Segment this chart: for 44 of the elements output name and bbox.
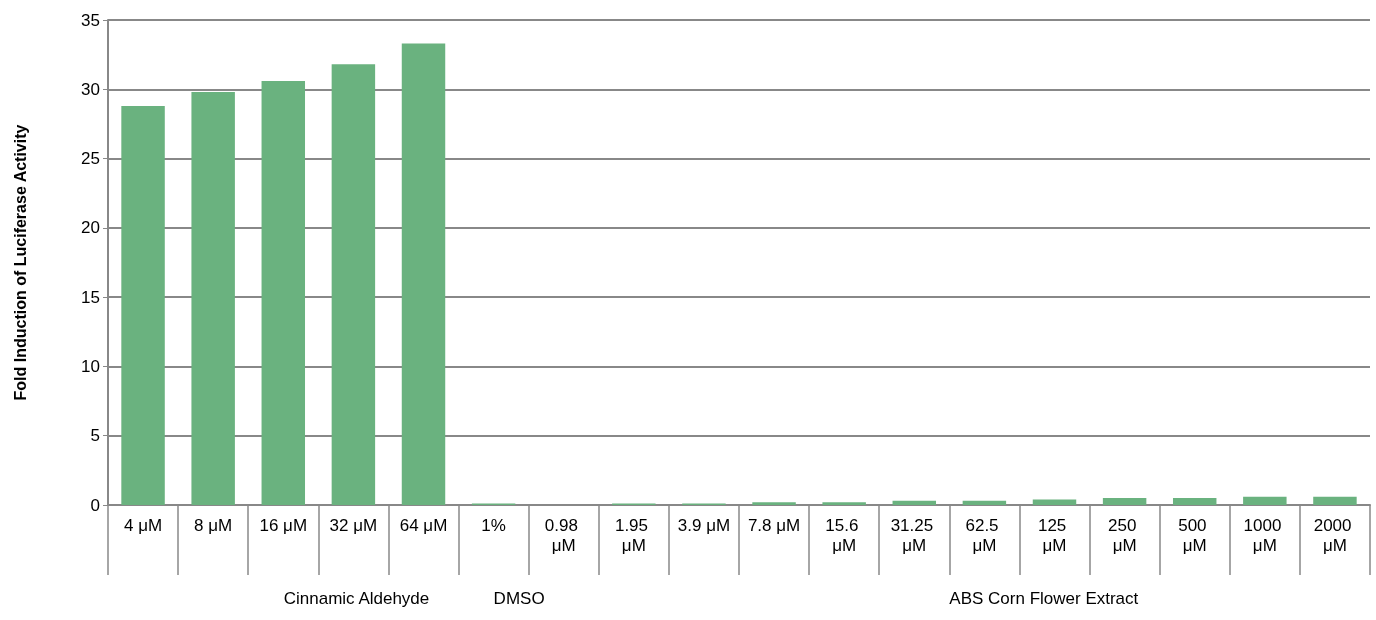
bar — [962, 500, 1007, 505]
bar — [121, 105, 165, 505]
x-tick-label: 31.25 μM — [890, 515, 938, 555]
bar — [1102, 498, 1147, 505]
y-tick-label: 35 — [81, 10, 100, 30]
x-tick-label: 7.8 μM — [747, 515, 801, 535]
y-tick-label: 10 — [81, 356, 100, 376]
y-tick-label: 5 — [90, 426, 100, 446]
bar — [401, 43, 446, 505]
x-tick-label: 250 μM — [1108, 515, 1142, 555]
bar — [191, 92, 235, 505]
bar — [822, 502, 866, 505]
x-tick-label: 125 μM — [1037, 515, 1072, 555]
y-tick-label: 20 — [81, 218, 100, 238]
x-tick-label: 3.9 μM — [677, 515, 731, 535]
y-tick-label: 0 — [90, 495, 100, 515]
x-tick-label: 2000 μM — [1313, 515, 1357, 555]
x-tick-label: 32 μM — [329, 515, 378, 535]
x-tick-label: 0.98 μM — [544, 515, 583, 555]
y-tick-label: 25 — [81, 149, 100, 169]
bar — [1172, 498, 1217, 505]
x-tick-label: 64 μM — [399, 515, 448, 535]
x-tick-label: 15.6 μM — [825, 515, 864, 555]
bar — [1243, 496, 1287, 505]
text: Cinnamic Aldehyde — [283, 589, 430, 608]
x-tick-label: 16 μM — [259, 515, 308, 535]
x-tick-label: 62.5 μM — [965, 515, 1004, 555]
bar — [1313, 496, 1357, 505]
text: ABS Corn Flower Extract — [949, 589, 1139, 608]
y-tick-label: 15 — [81, 287, 100, 307]
x-tick-label: 1000 μM — [1243, 515, 1287, 555]
x-tick-label: 1.95 μM — [614, 515, 653, 555]
x-tick-label: 8 μM — [194, 515, 233, 535]
bar — [1032, 499, 1077, 505]
y-axis-title: Fold Induction of Luciferase Activity — [11, 124, 29, 401]
bar — [752, 502, 796, 505]
x-tick-label: 1% — [481, 515, 506, 535]
bar — [331, 64, 376, 505]
y-tick-label: 30 — [81, 79, 100, 99]
x-tick-label: 4 μM — [123, 515, 163, 535]
bar — [261, 80, 306, 505]
bar — [892, 500, 937, 505]
text: DMSO — [493, 589, 545, 608]
x-tick-label: 500 μM — [1178, 515, 1212, 555]
